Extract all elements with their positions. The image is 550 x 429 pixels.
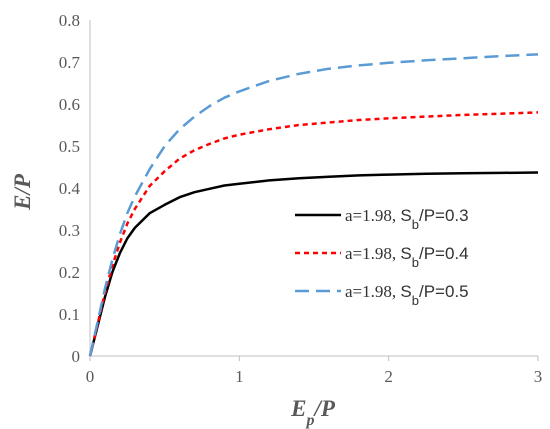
tick-labels: 0 1 2 3 0 0.1 0.2 0.3 0.4 0.5 0.6 0.7 0.8 [59,11,543,386]
y-tick-label: 0.3 [59,221,80,240]
y-tick-label: 0.1 [59,305,80,324]
series-lines [88,53,539,357]
y-tick-label: 0.2 [59,263,80,282]
y-axis-title: E/P [10,173,35,211]
legend-label-1: a=1.98, Sb/P=0.3 [345,206,469,232]
legend-label-3: a=1.98, Sb/P=0.5 [345,282,469,308]
x-tick-label: 1 [235,367,244,386]
y-tick-label: 0.8 [59,11,80,30]
x-tick-label: 0 [86,367,95,386]
y-tick-label: 0.4 [59,179,81,198]
y-tick-label: 0.6 [59,95,80,114]
legend: a=1.98, Sb/P=0.3 a=1.98, Sb/P=0.4 a=1.98, … [295,206,469,308]
series-line-1 [88,171,539,357]
x-tick-label: 3 [534,367,543,386]
x-axis-title-main: E [290,396,306,421]
y-tick-label: 0.7 [59,53,81,72]
x-axis-title-sub: p [304,412,314,429]
y-tick-label: 0.5 [59,137,80,156]
x-tick-label: 2 [384,367,393,386]
series-line-2 [88,111,539,357]
x-axis-title-suffix: /P [312,396,335,421]
series-line-3 [88,53,539,357]
x-axis-title: Ep/P [290,396,336,429]
y-tick-label: 0 [72,347,81,366]
axes [89,20,539,361]
legend-label-2: a=1.98, Sb/P=0.4 [345,244,469,270]
